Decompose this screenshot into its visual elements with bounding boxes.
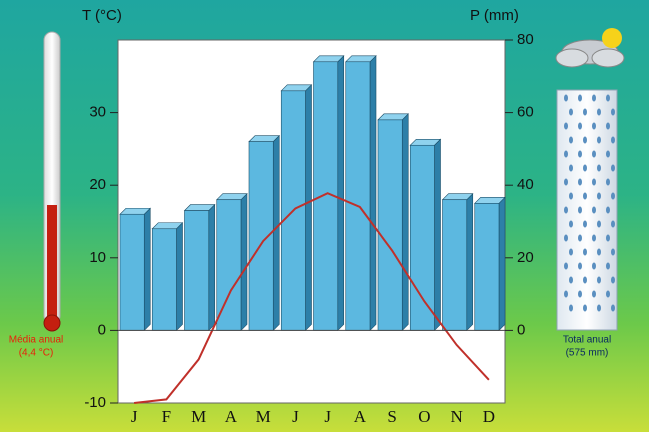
bar: [378, 120, 402, 331]
x-tick-label: M: [256, 407, 271, 426]
thermometer-icon: [44, 32, 60, 331]
bar-side: [241, 194, 247, 331]
x-tick-label: J: [292, 407, 299, 426]
bar: [410, 145, 434, 330]
annotation: Média anual: [9, 335, 63, 346]
x-tick-label: J: [324, 407, 331, 426]
bar-side: [402, 114, 408, 331]
bar-side: [209, 205, 215, 331]
annotation: Total anual: [563, 335, 611, 346]
bar: [443, 200, 467, 331]
x-tick-label: D: [483, 407, 495, 426]
annotation: (4,4 °C): [19, 348, 54, 359]
x-tick-label: A: [354, 407, 367, 426]
bar: [475, 203, 499, 330]
y-tick-label: 0: [98, 321, 106, 338]
y-tick-label: 10: [89, 249, 106, 266]
x-tick-label: O: [418, 407, 430, 426]
annotation: (575 mm): [566, 348, 609, 359]
bar-side: [467, 194, 473, 331]
y-tick-label: -10: [84, 394, 106, 411]
y-tick-label: 20: [89, 176, 106, 193]
bar-side: [435, 139, 441, 330]
bar: [249, 142, 273, 331]
x-tick-label: F: [162, 407, 171, 426]
x-tick-label: N: [450, 407, 462, 426]
x-tick-label: S: [387, 407, 396, 426]
x-tick-label: M: [191, 407, 206, 426]
bar-side: [338, 56, 344, 331]
chart: T (°C) P (mm) Média anual (4,4 °C) Total…: [0, 0, 649, 432]
y2-tick-label: 40: [517, 176, 534, 193]
bar-side: [370, 56, 376, 331]
y2-axis-title: P (mm): [470, 7, 519, 24]
bar-side: [306, 85, 312, 331]
bar-side: [144, 208, 150, 330]
bar: [152, 229, 176, 331]
bar: [346, 62, 370, 331]
bar-side: [499, 197, 505, 330]
bar-side: [177, 223, 183, 331]
x-tick-label: A: [225, 407, 238, 426]
bar: [185, 211, 209, 331]
bar: [120, 214, 144, 330]
y-tick-label: 30: [89, 104, 106, 121]
y2-tick-label: 20: [517, 249, 534, 266]
y2-tick-label: 0: [517, 321, 525, 338]
bar-side: [273, 136, 279, 331]
y2-tick-label: 80: [517, 31, 534, 48]
y-axis-title: T (°C): [82, 7, 122, 24]
y2-tick-label: 60: [517, 104, 534, 121]
x-tick-label: J: [131, 407, 138, 426]
